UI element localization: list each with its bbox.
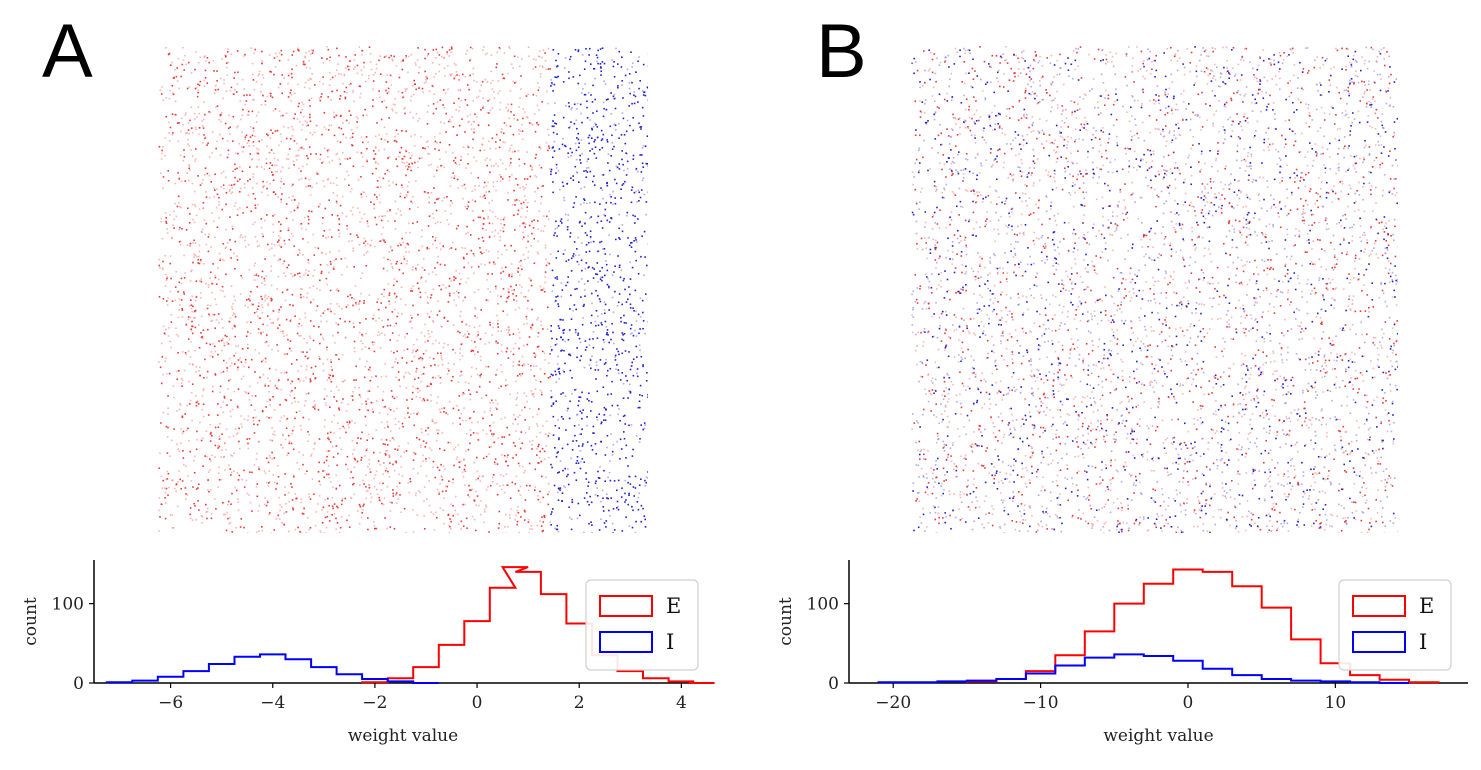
legend-swatch-I	[599, 631, 653, 653]
series-E-line	[361, 566, 715, 684]
panel-label-b: B	[816, 9, 867, 94]
x-tick-label: −10	[1023, 693, 1059, 713]
legend-label-I: I	[1419, 630, 1427, 654]
x-tick-label: 0	[472, 693, 483, 713]
matrix-dots	[158, 46, 648, 533]
x-tick-label: −20	[875, 693, 911, 713]
y-tick-label: 0	[828, 674, 839, 694]
legend-label-E: E	[1419, 594, 1434, 618]
legend-swatch-E	[1352, 595, 1406, 617]
legend-swatch-I	[1352, 631, 1406, 653]
x-tick-label: −2	[362, 693, 387, 713]
series-I-line	[105, 653, 439, 684]
legend: EI	[1338, 579, 1452, 671]
series-E-line	[965, 568, 1440, 684]
x-tick-label: 0	[1183, 693, 1194, 713]
x-tick-label: −6	[158, 693, 183, 713]
y-axis-label: count	[21, 597, 41, 646]
y-tick-label: 100	[52, 595, 84, 615]
x-tick-label: 4	[676, 693, 687, 713]
legend-label-E: E	[666, 594, 681, 618]
legend-box	[1338, 579, 1452, 671]
x-tick-label: −4	[260, 693, 285, 713]
x-axis-label: weight value	[1103, 726, 1213, 746]
y-axis-label: count	[776, 597, 796, 646]
histogram-a: −6 −4 −2 0 2 4 0 100 weight value count EI	[21, 560, 715, 746]
x-tick-label: 10	[1325, 693, 1347, 713]
legend: EI	[585, 579, 699, 671]
weight-matrix-b	[911, 46, 1398, 533]
series-I-line	[877, 653, 1409, 684]
legend-swatch-E	[599, 595, 653, 617]
y-tick-label: 100	[807, 595, 839, 615]
panel-label-a: A	[42, 9, 93, 94]
matrix-dots	[911, 46, 1398, 533]
x-tick-label: 2	[574, 693, 585, 713]
legend-label-I: I	[666, 630, 674, 654]
x-axis-label: weight value	[348, 726, 458, 746]
legend-box	[585, 579, 699, 671]
y-tick-label: 0	[73, 674, 84, 694]
weight-matrix-a	[158, 46, 648, 533]
